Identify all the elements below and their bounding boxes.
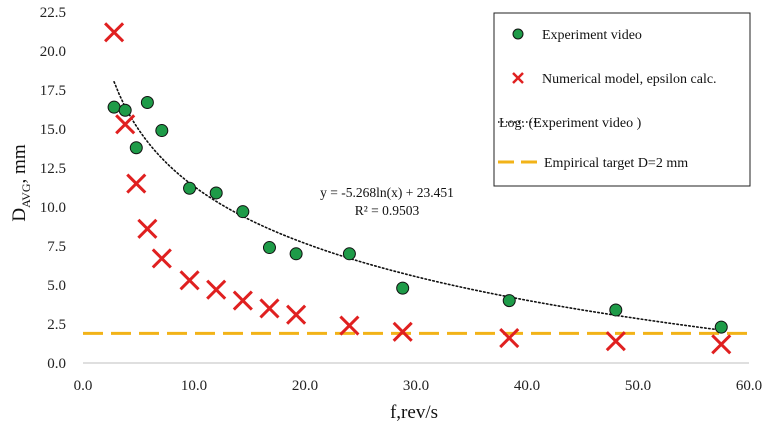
experiment-video-point	[236, 205, 250, 219]
y-axis-title-subscript: AVG	[19, 183, 33, 208]
y-tick-label: 7.5	[47, 239, 66, 255]
trendline-layer	[113, 80, 723, 331]
experiment-video-point	[155, 124, 169, 138]
experiment-video-point	[118, 103, 132, 117]
y-tick-label: 10.0	[40, 200, 66, 216]
numerical-model-point	[339, 315, 360, 336]
experiment-video-point	[209, 186, 223, 200]
y-tick-label: 12.5	[40, 161, 66, 177]
numerical-model-point	[499, 327, 520, 349]
log-trendline	[113, 80, 723, 331]
legend-box	[493, 12, 751, 187]
experiment-video-point	[289, 247, 303, 261]
y-tick-label: 15.0	[40, 122, 66, 138]
legend-label-numerical-model: Numerical model, epsilon calc.	[542, 72, 717, 87]
x-tick-label: 40.0	[514, 378, 540, 394]
x-tick-label: 20.0	[292, 378, 318, 394]
numerical-model-point	[711, 334, 732, 355]
svg-text:DAVG, mm: DAVG, mm	[9, 144, 33, 221]
y-tick-label: 2.5	[47, 317, 66, 333]
experiment-video-point	[107, 100, 121, 114]
experiment-video-point	[262, 241, 276, 255]
experiment-video-point	[502, 294, 516, 308]
experiment-video-point	[714, 320, 728, 334]
x-tick-label: 30.0	[403, 378, 429, 394]
y-axis-title-unit: , mm	[9, 144, 30, 183]
x-axis-ticks: 0.0 10.0 20.0 30.0 40.0 50.0 60.0	[74, 378, 763, 394]
legend-label-log-trendline: Log. (Experiment video )	[499, 116, 642, 131]
experiment-video-point	[609, 303, 623, 317]
y-axis-title-main: D	[9, 208, 30, 222]
experiment-video-point	[183, 181, 197, 195]
y-tick-label: 20.0	[40, 44, 66, 60]
x-axis-title: f,rev/s	[390, 402, 438, 423]
numerical-model-point	[104, 22, 125, 43]
experiment-video-point	[342, 247, 356, 261]
numerical-model-point	[286, 304, 307, 325]
y-axis-ticks: 0.0 2.5 5.0 7.5 10.0 12.5 15.0 17.5 20.0 22.5	[40, 5, 66, 372]
legend-label-empirical-target: Empirical target D=2 mm	[544, 156, 688, 171]
numerical-model-point	[137, 218, 158, 239]
numerical-model-point	[126, 173, 147, 194]
x-tick-label: 10.0	[181, 378, 207, 394]
y-tick-label: 22.5	[40, 5, 66, 21]
numerical-model-point	[259, 298, 280, 319]
y-tick-label: 5.0	[47, 278, 66, 294]
experiment-video-point	[129, 141, 143, 155]
y-tick-label: 0.0	[47, 356, 66, 372]
x-tick-label: 50.0	[625, 378, 651, 394]
numerical-model-point	[206, 279, 227, 300]
y-axis-title: DAVG, mm	[9, 144, 33, 221]
experiment-video-point	[396, 281, 410, 295]
numerical-model-point	[115, 114, 136, 135]
numerical-model-point	[392, 321, 413, 342]
numerical-model-point	[151, 248, 172, 269]
legend: Experiment video Numerical model, epsilo…	[493, 12, 751, 187]
numerical-model-point	[179, 270, 200, 291]
trendline-equation: y = -5.268ln(x) + 23.451	[320, 185, 454, 200]
x-tick-label: 0.0	[74, 378, 93, 394]
y-tick-label: 17.5	[40, 83, 66, 99]
legend-label-experiment-video: Experiment video	[542, 28, 642, 43]
trendline-r-squared: R² = 0.9503	[355, 203, 420, 218]
legend-symbol-numerical-model	[512, 72, 524, 84]
x-tick-label: 60.0	[736, 378, 762, 394]
legend-symbol-experiment-video	[512, 28, 524, 40]
numerical-model-point	[232, 290, 253, 311]
data-points-layer	[104, 22, 732, 355]
numerical-model-point	[605, 331, 626, 352]
experiment-video-point	[140, 95, 154, 109]
